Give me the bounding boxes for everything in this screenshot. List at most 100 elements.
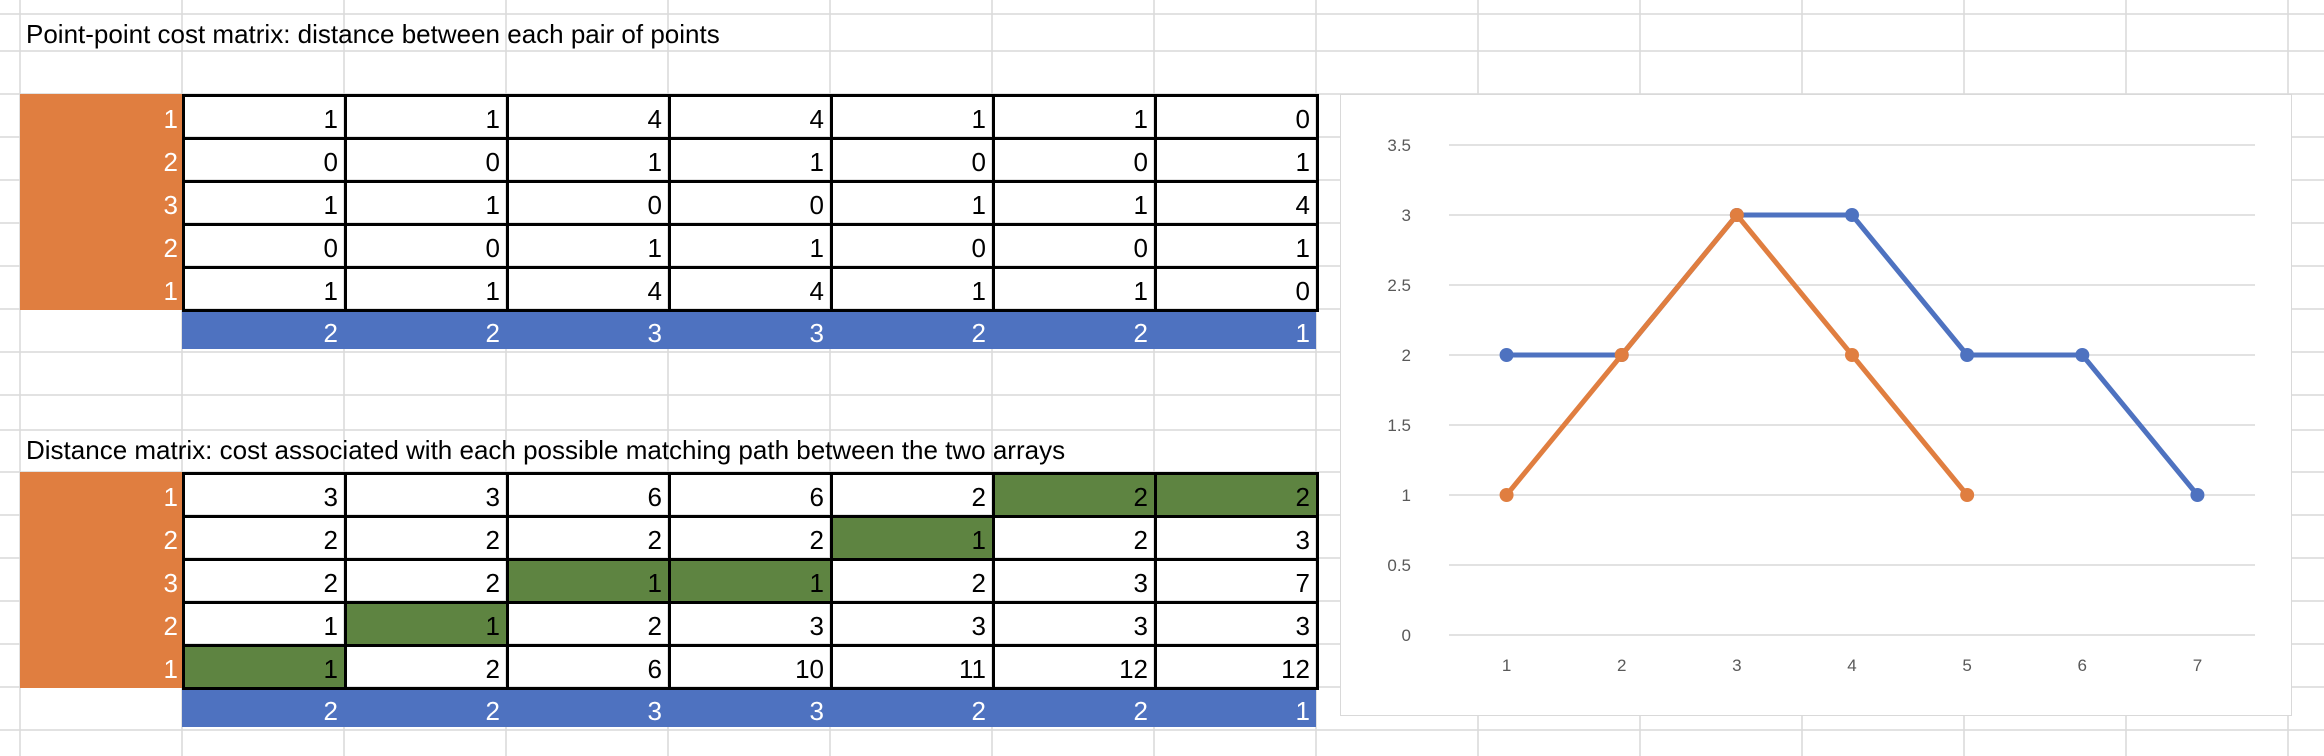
data-point: [1499, 348, 1514, 362]
matrix-cell[interactable]: 12: [992, 644, 1157, 690]
matrix-cell[interactable]: 4: [506, 94, 671, 140]
matrix-cell[interactable]: 4: [506, 266, 671, 312]
table-row: 1 1 4 4 1 1 0: [182, 266, 1319, 312]
matrix-cell[interactable]: 1: [992, 94, 1157, 140]
matrix-cell[interactable]: 0: [668, 180, 833, 226]
distance-matrix-row-label-band: [20, 472, 182, 688]
x-tick-label: 6: [2078, 656, 2087, 675]
matrix-cell[interactable]: 4: [1154, 180, 1319, 226]
matrix-cell[interactable]: 1: [1154, 137, 1319, 183]
matrix-cell[interactable]: 3: [668, 601, 833, 647]
matrix-cell[interactable]: 2: [344, 515, 509, 561]
matrix-cell[interactable]: 2: [830, 472, 995, 518]
matrix-cell[interactable]: 1: [1154, 223, 1319, 269]
path-cell[interactable]: 2: [992, 472, 1157, 518]
x-tick-label: 2: [1617, 656, 1626, 675]
table-row: 0 0 1 1 0 0 1: [182, 223, 1319, 269]
row-label: 1: [163, 104, 178, 134]
matrix-cell[interactable]: 1: [182, 180, 347, 226]
matrix-cell[interactable]: 12: [1154, 644, 1319, 690]
matrix-cell[interactable]: 1: [506, 137, 671, 183]
matrix-cell[interactable]: 0: [344, 137, 509, 183]
matrix-cell[interactable]: 6: [506, 472, 671, 518]
matrix-cell[interactable]: 0: [830, 223, 995, 269]
data-point: [1614, 348, 1629, 362]
row-label: 1: [163, 276, 178, 306]
matrix-cell[interactable]: 3: [1154, 515, 1319, 561]
column-label: 3: [809, 696, 824, 726]
matrix-cell[interactable]: 1: [506, 223, 671, 269]
matrix-cell[interactable]: 1: [992, 266, 1157, 312]
matrix-cell[interactable]: 1: [182, 94, 347, 140]
y-tick-label: 2.5: [1387, 276, 1411, 295]
matrix-cell[interactable]: 6: [506, 644, 671, 690]
matrix-cell[interactable]: 1: [344, 180, 509, 226]
matrix-cell[interactable]: 7: [1154, 558, 1319, 604]
matrix-cell[interactable]: 0: [992, 137, 1157, 183]
matrix-cell[interactable]: 0: [1154, 266, 1319, 312]
x-tick-label: 1: [1502, 656, 1511, 675]
matrix-cell[interactable]: 0: [830, 137, 995, 183]
data-point: [2190, 488, 2205, 502]
matrix-cell[interactable]: 3: [1154, 601, 1319, 647]
matrix-cell[interactable]: 1: [182, 601, 347, 647]
matrix-cell[interactable]: 1: [830, 94, 995, 140]
distance-matrix-column-label-band: [182, 690, 1316, 727]
matrix-cell[interactable]: 2: [344, 644, 509, 690]
data-point: [2075, 348, 2090, 362]
data-point: [1729, 208, 1744, 222]
column-label: 1: [1295, 696, 1310, 726]
matrix-cell[interactable]: 11: [830, 644, 995, 690]
path-cell[interactable]: 1: [506, 558, 671, 604]
data-point: [1845, 348, 1859, 362]
row-label: 2: [163, 525, 178, 555]
matrix-cell[interactable]: 3: [830, 601, 995, 647]
matrix-cell[interactable]: 2: [506, 601, 671, 647]
matrix-cell[interactable]: 2: [992, 515, 1157, 561]
matrix-cell[interactable]: 2: [344, 558, 509, 604]
row-label: 2: [163, 147, 178, 177]
matrix-cell[interactable]: 3: [344, 472, 509, 518]
cost-matrix-title: Point-point cost matrix: distance betwee…: [26, 19, 720, 49]
matrix-cell[interactable]: 1: [830, 266, 995, 312]
matrix-cell[interactable]: 3: [182, 472, 347, 518]
matrix-cell[interactable]: 4: [668, 266, 833, 312]
matrix-cell[interactable]: 2: [506, 515, 671, 561]
matrix-cell[interactable]: 1: [344, 266, 509, 312]
matrix-cell[interactable]: 4: [668, 94, 833, 140]
matrix-cell[interactable]: 2: [182, 558, 347, 604]
path-cell[interactable]: 1: [830, 515, 995, 561]
matrix-cell[interactable]: 1: [182, 266, 347, 312]
data-point: [1499, 488, 1514, 502]
matrix-cell[interactable]: 6: [668, 472, 833, 518]
matrix-cell[interactable]: 0: [182, 137, 347, 183]
matrix-cell[interactable]: 0: [992, 223, 1157, 269]
matrix-cell[interactable]: 1: [668, 137, 833, 183]
matrix-cell[interactable]: 0: [506, 180, 671, 226]
column-label: 2: [971, 696, 986, 726]
matrix-cell[interactable]: 1: [992, 180, 1157, 226]
path-cell[interactable]: 1: [668, 558, 833, 604]
matrix-cell[interactable]: 1: [344, 94, 509, 140]
y-tick-label: 3.5: [1387, 136, 1411, 155]
row-label: 1: [163, 654, 178, 684]
matrix-cell[interactable]: 0: [182, 223, 347, 269]
path-cell[interactable]: 2: [1154, 472, 1319, 518]
x-tick-label: 4: [1847, 656, 1856, 675]
path-cell[interactable]: 1: [344, 601, 509, 647]
data-point: [1960, 348, 1975, 362]
matrix-cell[interactable]: 2: [182, 515, 347, 561]
column-label: 2: [971, 318, 986, 348]
y-tick-label: 1.5: [1387, 416, 1411, 435]
matrix-cell[interactable]: 10: [668, 644, 833, 690]
matrix-cell[interactable]: 0: [344, 223, 509, 269]
matrix-cell[interactable]: 1: [668, 223, 833, 269]
matrix-cell[interactable]: 3: [992, 558, 1157, 604]
line-chart[interactable]: 0 0.5 1 1.5 2 2.5 3 3.5 1 2 3 4 5 6 7: [1340, 94, 2292, 716]
matrix-cell[interactable]: 2: [668, 515, 833, 561]
matrix-cell[interactable]: 0: [1154, 94, 1319, 140]
matrix-cell[interactable]: 3: [992, 601, 1157, 647]
path-cell[interactable]: 1: [182, 644, 347, 690]
matrix-cell[interactable]: 2: [830, 558, 995, 604]
matrix-cell[interactable]: 1: [830, 180, 995, 226]
